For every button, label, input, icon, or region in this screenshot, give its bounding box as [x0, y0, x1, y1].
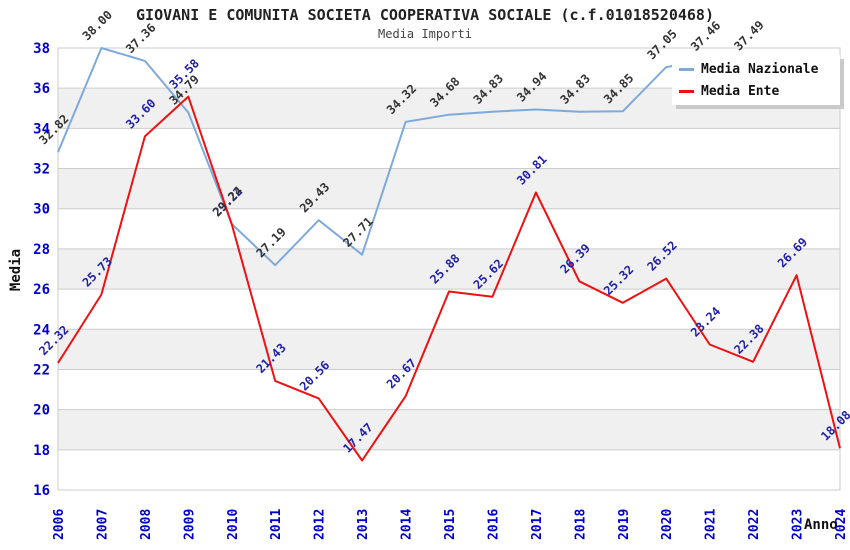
- x-tick-label: 2018: [573, 509, 588, 540]
- data-label: 27.71: [340, 214, 375, 249]
- y-tick-label: 28: [33, 242, 50, 258]
- data-label: 20.56: [297, 358, 332, 393]
- y-tick-label: 20: [33, 403, 50, 419]
- x-tick-label: 2014: [400, 509, 415, 540]
- plot-band: [58, 168, 840, 209]
- data-label: 25.88: [427, 251, 462, 286]
- data-label: 29.43: [297, 180, 332, 215]
- legend-entry-media-nazionale: Media Nazionale: [672, 62, 840, 77]
- x-tick-label: 2008: [139, 509, 154, 540]
- legend-entry-media-ente: Media Ente: [672, 84, 840, 99]
- data-label: 34.94: [514, 69, 549, 104]
- data-label: 25.62: [471, 256, 506, 291]
- data-label: 22.38: [731, 321, 766, 356]
- plot-band: [58, 128, 840, 169]
- x-tick-label: 2022: [747, 509, 762, 540]
- data-label: 22.32: [36, 323, 71, 358]
- data-label: 34.68: [427, 74, 462, 109]
- x-tick-label: 2016: [486, 509, 501, 540]
- data-label: 26.52: [644, 238, 679, 273]
- data-label: 29.24: [210, 184, 245, 219]
- x-tick-label: 2009: [182, 509, 197, 540]
- legend-label: Media Nazionale: [701, 61, 819, 77]
- data-label: 23.24: [688, 304, 723, 339]
- y-axis-title: Media: [8, 248, 24, 292]
- plot-band: [58, 208, 840, 249]
- plot-band: [58, 329, 840, 370]
- data-label: 34.85: [601, 71, 636, 106]
- x-tick-label: 2010: [226, 509, 241, 540]
- x-tick-label: 2007: [95, 509, 110, 540]
- legend-box: Media Nazionale Media Ente: [672, 55, 840, 105]
- line-swatch-icon: [679, 89, 694, 93]
- data-label: 33.60: [123, 96, 158, 131]
- plot-band: [58, 409, 840, 450]
- x-tick-label: 2017: [530, 509, 545, 540]
- x-tick-label: 2019: [617, 509, 632, 540]
- plot-border: [57, 47, 841, 491]
- data-label: 30.81: [514, 152, 549, 187]
- x-tick-label: 2021: [704, 509, 719, 540]
- data-label: 25.32: [601, 262, 636, 297]
- y-tick-label: 38: [33, 41, 50, 57]
- y-tick-label: 16: [33, 483, 50, 499]
- y-tick-label: 22: [33, 362, 50, 378]
- line-swatch-icon: [679, 67, 694, 71]
- data-label: 25.73: [80, 254, 115, 289]
- series-line-media-ente: [57, 95, 841, 462]
- x-tick-label: 2013: [356, 509, 371, 540]
- chart-title: GIOVANI E COMUNITA SOCIETA COOPERATIVA S…: [136, 6, 714, 24]
- plot-band: [58, 248, 840, 290]
- data-label: 26.69: [775, 235, 810, 270]
- plot-band: [58, 289, 840, 330]
- data-label: 20.67: [384, 356, 419, 391]
- x-tick-label: 2011: [269, 509, 284, 540]
- data-label: 21.43: [253, 341, 288, 376]
- plot-band: [58, 449, 840, 490]
- data-label: 32.82: [36, 112, 71, 147]
- y-tick-label: 26: [33, 282, 50, 298]
- x-tick-label: 2012: [313, 509, 328, 540]
- y-tick-label: 30: [33, 202, 50, 218]
- data-label: 18.08: [818, 408, 850, 443]
- data-label: 35.58: [167, 56, 202, 91]
- data-label: 34.79: [167, 72, 202, 107]
- data-label: 17.47: [340, 420, 375, 455]
- data-label: 34.32: [384, 82, 419, 117]
- y-tick-label: 18: [33, 443, 50, 459]
- x-tick-label: 2020: [660, 509, 675, 540]
- x-tick-label: 2015: [443, 509, 458, 540]
- plot-band: [58, 369, 840, 410]
- y-tick-label: 34: [33, 121, 50, 137]
- chart-subtitle: Media Importi: [378, 27, 472, 41]
- data-label: 26.39: [558, 241, 593, 276]
- x-tick-label: 2006: [52, 509, 67, 540]
- y-tick-label: 36: [33, 81, 50, 97]
- legend-label: Media Ente: [701, 83, 780, 99]
- data-label: 34.83: [471, 71, 506, 106]
- data-label: 29.22: [210, 184, 245, 219]
- data-label: 34.83: [558, 71, 593, 106]
- series-line-media-nazionale: [57, 47, 754, 267]
- x-axis-title: Anno: [804, 517, 838, 533]
- y-tick-label: 24: [33, 322, 50, 338]
- data-label: 27.19: [253, 225, 288, 260]
- y-tick-label: 32: [33, 162, 50, 178]
